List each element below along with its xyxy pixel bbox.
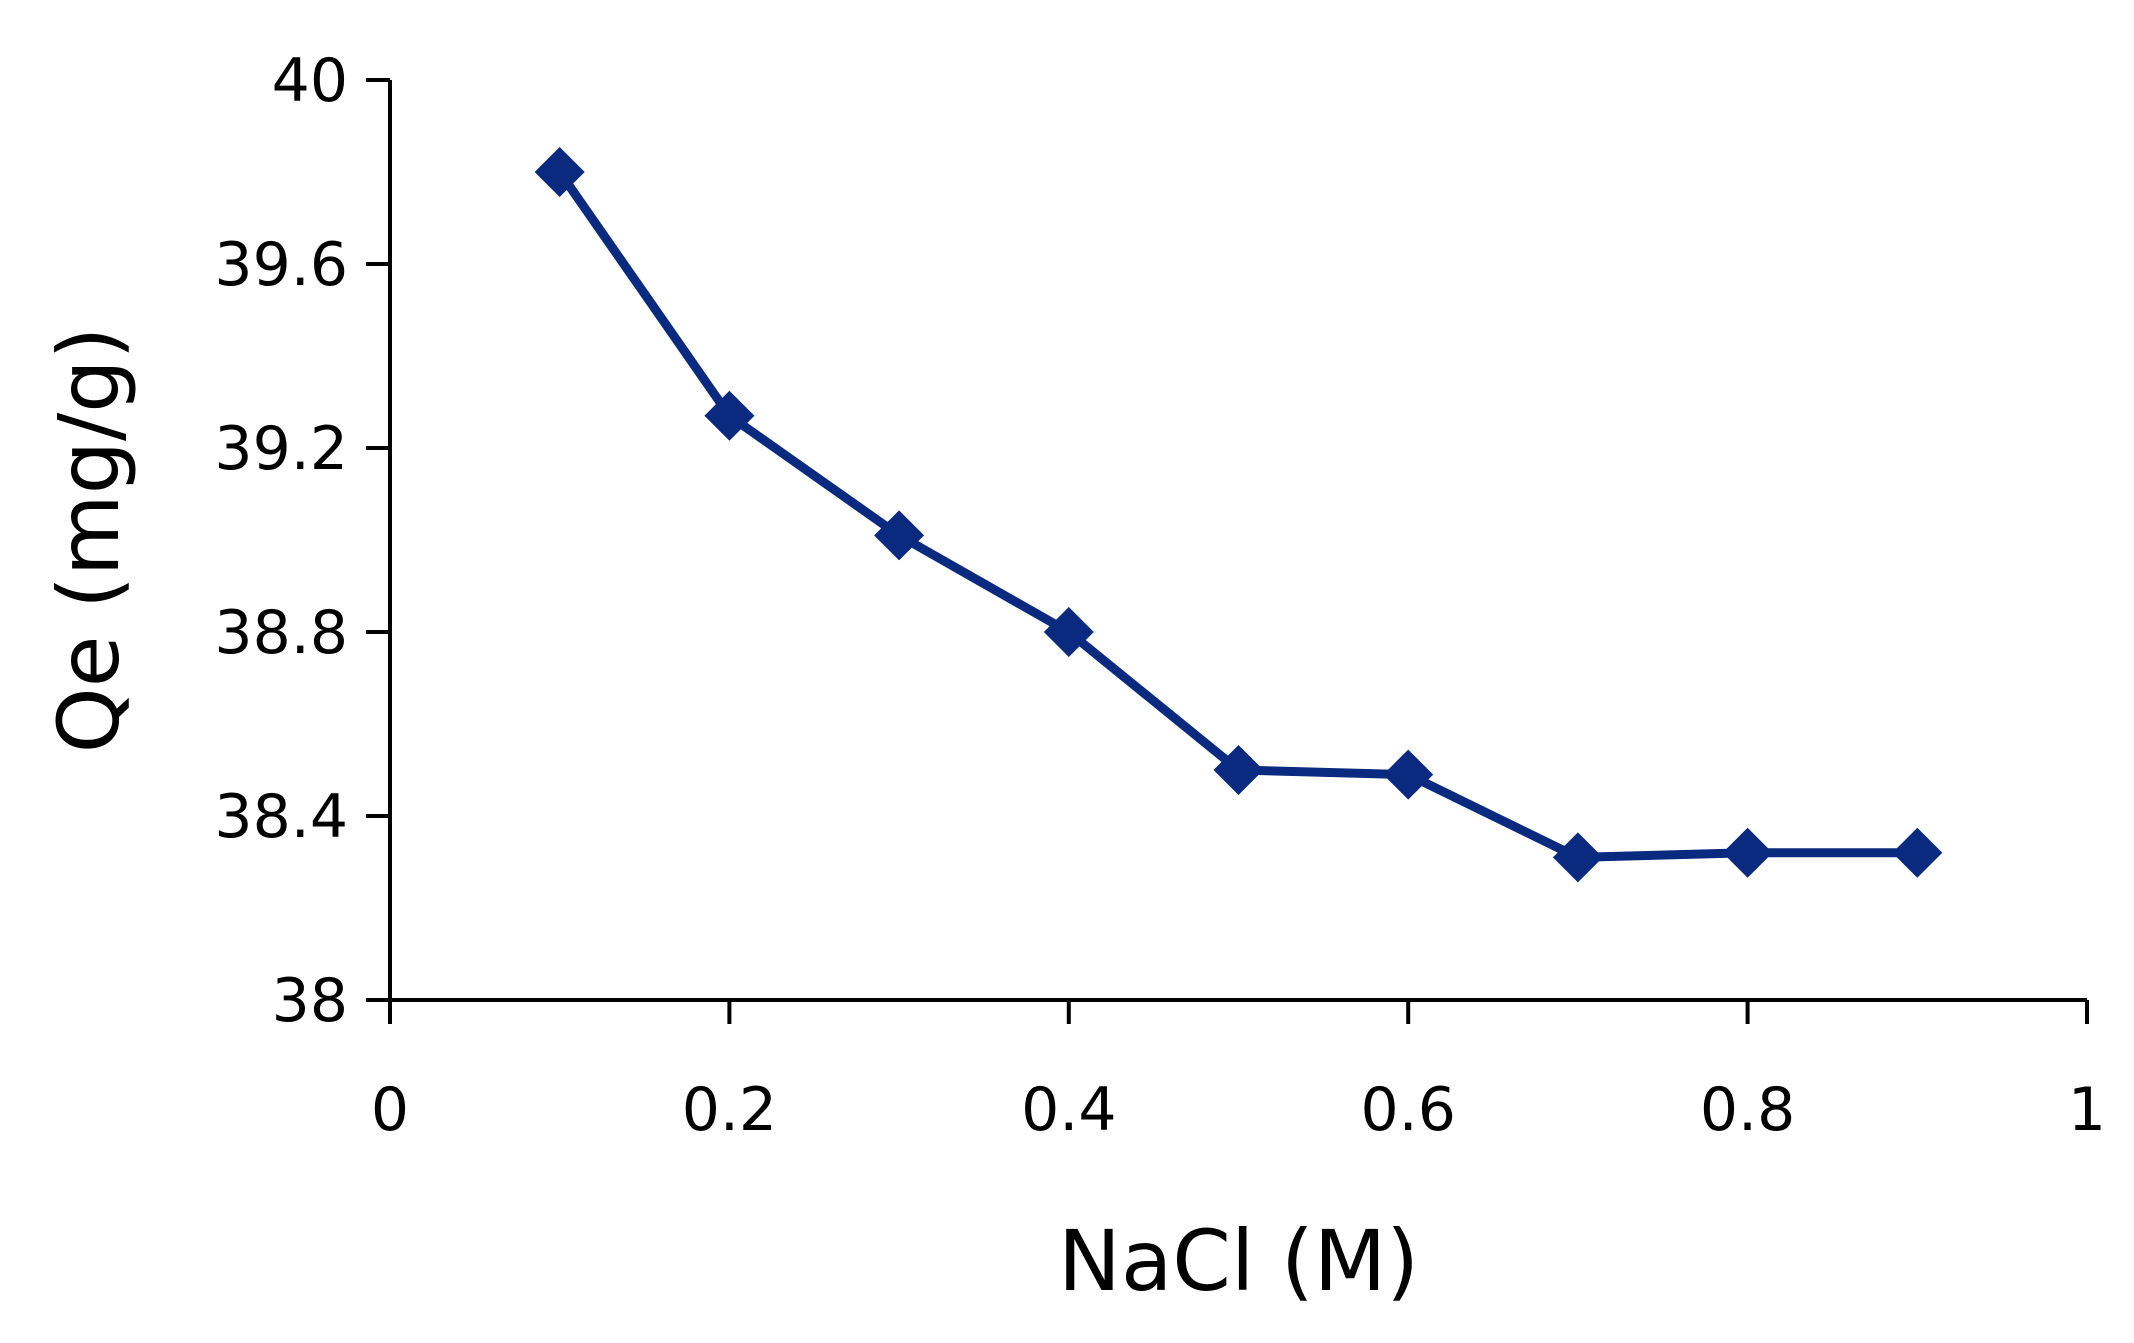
data-point-marker [1552, 832, 1603, 883]
y-tick-label: 40 [272, 46, 348, 116]
y-tick-label: 39.6 [214, 230, 348, 300]
y-tick-label: 39.2 [214, 414, 348, 484]
data-point-marker [1383, 749, 1434, 800]
data-point-marker [1722, 827, 1773, 878]
x-tick-label: 0 [371, 1075, 409, 1145]
data-point-marker [874, 510, 925, 561]
data-point-marker [534, 147, 585, 197]
ticks: 38 38.4 38.8 39.2 39.6 40 0 0.2 0.4 0.6 0.8 1 [214, 46, 2106, 1145]
x-tick-label: 1 [2068, 1075, 2106, 1145]
x-tick-label: 0.6 [1360, 1075, 1455, 1145]
y-tick-label: 38.8 [214, 598, 348, 668]
y-axis-title: Qe (mg/g) [40, 327, 138, 754]
axes [388, 80, 2087, 1002]
x-tick-label: 0.2 [682, 1075, 777, 1145]
data-point-marker [1043, 607, 1094, 657]
x-axis-title: NaCl (M) [1058, 1212, 1419, 1310]
data-point-marker [1892, 827, 1943, 878]
x-tick-label: 0.8 [1700, 1075, 1795, 1145]
data-point-marker [1213, 745, 1264, 795]
x-tick-label: 0.4 [1021, 1075, 1116, 1145]
data-point-marker [704, 390, 755, 441]
y-tick-label: 38 [272, 966, 348, 1036]
series [534, 147, 1943, 883]
y-tick-label: 38.4 [214, 782, 348, 852]
